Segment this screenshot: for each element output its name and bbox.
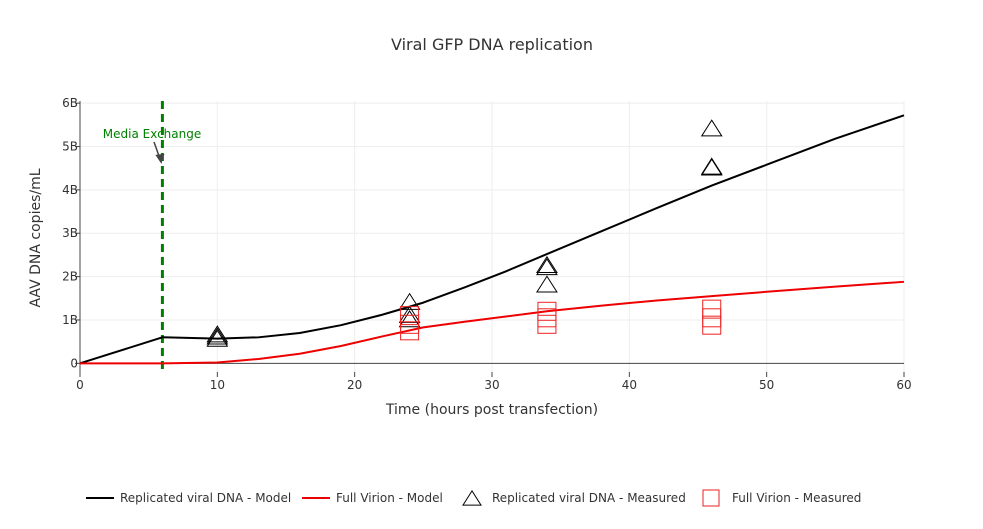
x-tick-label: 50 [759,378,774,392]
triangle-marker [206,329,229,347]
y-tick-label: 4B [62,183,78,197]
triangle-marker [536,275,558,293]
y-tick-label: 1B [62,313,78,327]
legend-swatch-square [702,489,720,507]
legend-label: Full Virion - Model [336,491,443,505]
triangle-marker [700,158,723,176]
y-tick-label: 2B [62,270,78,284]
square-marker [702,299,722,319]
square-marker [702,315,722,335]
legend-label: Full Virion - Measured [732,491,861,505]
series-layer [79,114,905,365]
x-tick-label: 10 [210,378,225,392]
legend-item[interactable]: Replicated viral DNA - Model [86,491,291,505]
x-tick-label: 30 [484,378,499,392]
x-tick-label: 20 [347,378,362,392]
triangle-marker [398,310,421,328]
y-tick-label: 5B [62,140,78,154]
y-tick-label: 0 [70,356,78,370]
legend-item[interactable]: Replicated viral DNA - Measured [462,489,686,506]
legend-swatch-triangle [462,489,482,506]
annotation-arrowhead [155,153,165,164]
triangle-marker [398,305,421,323]
legend[interactable]: Replicated viral DNA - Model Full Virion … [86,489,861,507]
y-axis-title: AAV DNA copies/mL [28,168,44,307]
triangle-marker [700,157,723,175]
chart-title: Viral GFP DNA replication [391,35,593,54]
x-tick-label: 40 [622,378,637,392]
y-tick-label: 6B [62,96,78,110]
triangle-marker [536,258,558,276]
square-marker [400,306,420,326]
x-tick-label: 60 [896,378,911,392]
legend-label: Replicated viral DNA - Model [120,491,291,505]
legend-item[interactable]: Full Virion - Measured [702,489,861,507]
annotation-text-layer: Media Exchange [103,127,202,164]
series-line-0 [79,114,905,365]
legend-label: Replicated viral DNA - Measured [492,491,686,505]
triangle-marker [536,255,558,274]
triangle-marker [398,292,421,310]
media-exchange-label: Media Exchange [103,127,202,141]
x-tick-label: 0 [76,378,84,392]
triangle-marker [206,327,229,345]
y-tick-label: 3B [62,226,78,240]
series-line-1 [80,280,905,365]
legend-item[interactable]: Full Virion - Model [302,491,443,505]
square-marker [537,314,557,334]
x-axis-title: Time (hours post transfection) [385,402,598,418]
triangle-marker [206,325,229,343]
triangle-marker [700,119,723,137]
square-marker [537,301,557,321]
grid [80,101,905,372]
